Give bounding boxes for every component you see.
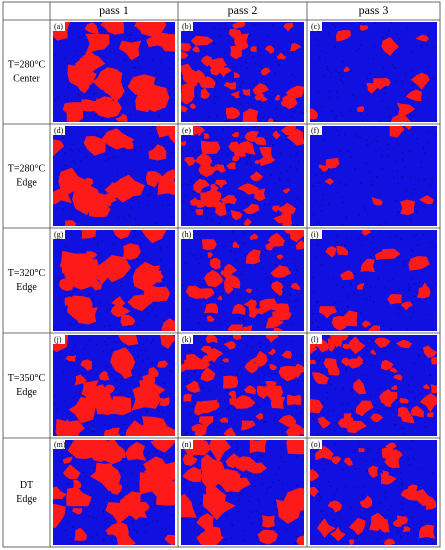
panel-label-text: (l) (311, 335, 319, 344)
panel-label-text: (g) (54, 230, 64, 239)
panel-label-box (181, 126, 193, 135)
panel-label-text: (o) (311, 440, 321, 449)
panel-label-box (181, 440, 193, 449)
micrograph (310, 440, 437, 545)
row-label: T=350°C (8, 373, 46, 384)
panel-label-text: (f) (311, 126, 319, 135)
micrograph (181, 335, 304, 436)
micrograph (181, 22, 304, 122)
panel-label: (d) (53, 126, 65, 135)
micrograph (53, 440, 175, 545)
red-phase (53, 126, 175, 226)
row-label: Center (13, 73, 40, 84)
panel-label-text: (c) (311, 22, 320, 31)
panel-label-text: (k) (182, 335, 192, 344)
red-phase (181, 440, 304, 545)
panel-label-box (53, 440, 65, 449)
red-phase (53, 335, 175, 436)
micrograph (53, 335, 175, 436)
panel-label-box (181, 335, 193, 344)
column-header: pass 1 (99, 3, 129, 17)
panel-label: (b) (181, 22, 193, 31)
micrograph-background (310, 22, 437, 122)
red-phase (59, 230, 175, 331)
panel-label: (i) (310, 230, 322, 239)
panel-label-text: (d) (54, 126, 64, 135)
panel-label-text: (a) (54, 22, 63, 31)
row-label: DT (20, 480, 33, 491)
micrograph-background (310, 126, 437, 226)
panel-label-box (310, 335, 322, 344)
panel-label-text: (n) (182, 440, 192, 449)
panel-label: (h) (181, 230, 193, 239)
micrograph (53, 230, 175, 331)
panel-label-box (181, 230, 193, 239)
micrograph (181, 440, 304, 545)
red-phase (181, 22, 304, 122)
micrograph (53, 126, 175, 226)
micrograph (310, 335, 437, 436)
panel-label: (g) (53, 230, 65, 239)
panel-label-box (310, 22, 322, 31)
panel-label-box (310, 440, 322, 449)
red-phase (310, 442, 437, 545)
panel-label: (j) (53, 335, 65, 344)
panel-label: (f) (310, 126, 322, 135)
panel-label-text: (j) (54, 335, 62, 344)
micrograph (181, 126, 304, 226)
micrograph (310, 126, 437, 226)
panel-label-box (53, 230, 65, 239)
row-label: Edge (16, 177, 37, 188)
grain-texture (181, 22, 304, 122)
row-label: Edge (16, 282, 37, 293)
panel-label-text: (b) (182, 22, 192, 31)
column-header: pass 3 (359, 3, 389, 17)
red-phase (310, 335, 437, 433)
panel-label-box (53, 126, 65, 135)
panel-label-box (310, 126, 322, 135)
panel-label-text: (h) (182, 230, 192, 239)
panel-label-text: (i) (311, 230, 319, 239)
micrograph (310, 230, 437, 331)
micrograph (310, 22, 437, 122)
red-phase (181, 335, 304, 436)
red-phase (318, 126, 434, 215)
panel-label: (e) (181, 126, 193, 135)
red-phase (181, 126, 304, 226)
grain-texture (312, 126, 437, 226)
row-label: Edge (16, 387, 37, 398)
micrograph (53, 22, 175, 122)
panel-label-box (53, 335, 65, 344)
red-phase (185, 230, 304, 331)
red-phase (319, 230, 431, 331)
panel-label-box (310, 230, 322, 239)
panel-label: (l) (310, 335, 322, 344)
panel-label: (n) (181, 440, 193, 449)
row-label: Edge (16, 494, 37, 505)
panel-label: (m) (53, 440, 66, 449)
panel-label: (a) (53, 22, 65, 31)
row-label: T=320°C (8, 268, 46, 279)
red-phase (53, 22, 175, 122)
panel-label: (o) (310, 440, 322, 449)
panel-label-box (181, 22, 193, 31)
panel-label-text: (e) (182, 126, 191, 135)
panel-label-text: (m) (54, 440, 66, 449)
row-label: T=280°C (8, 59, 46, 70)
red-phase (53, 440, 175, 545)
panel-label: (c) (310, 22, 322, 31)
red-phase (310, 24, 430, 122)
panel-label-box (53, 22, 65, 31)
micrograph (181, 230, 304, 331)
column-header: pass 2 (228, 3, 258, 17)
row-label: T=280°C (8, 163, 46, 174)
panel-label: (k) (181, 335, 193, 344)
